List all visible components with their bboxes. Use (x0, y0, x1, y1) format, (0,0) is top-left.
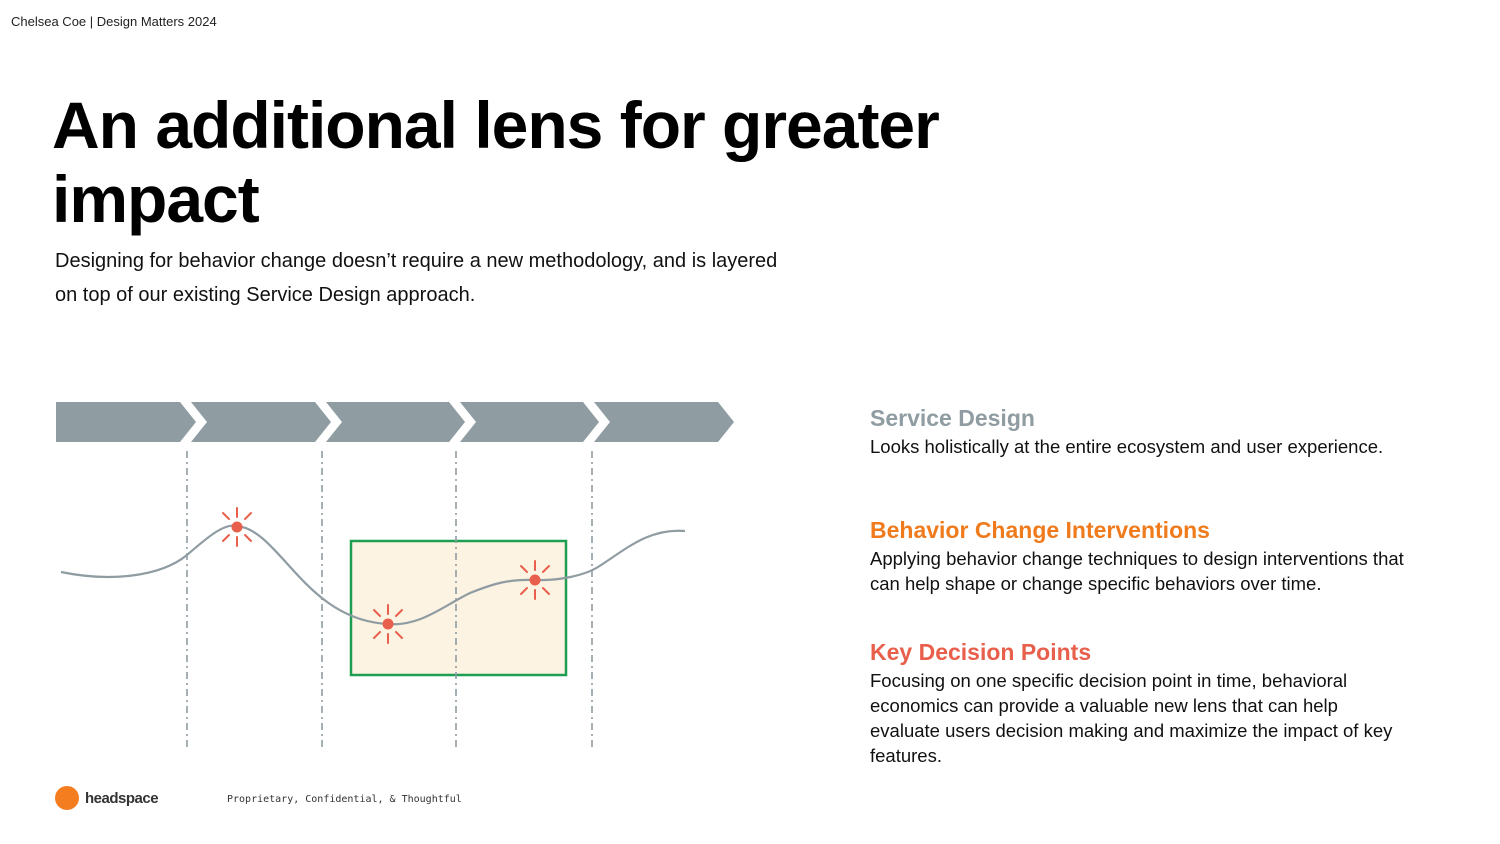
headspace-wordmark: headspace (85, 789, 159, 807)
decision-point-2 (373, 604, 403, 644)
experience-curve (60, 524, 686, 626)
decision-point-1 (222, 507, 252, 547)
legend-heading-key-decision-points: Key Decision Points (870, 639, 1092, 665)
legend-item-behavior-change: Behavior Change Interventions Applying b… (870, 516, 1415, 596)
stage-chevron-3 (326, 402, 465, 442)
stage-chevrons (56, 402, 734, 442)
service-design-diagram (56, 402, 734, 747)
behavior-change-focus-box (349, 539, 568, 677)
decision-point-3 (520, 560, 550, 600)
headspace-logo: headspace (55, 786, 159, 810)
stage-chevron-5 (594, 402, 734, 442)
presenter-credit: Chelsea Coe | Design Matters 2024 (11, 14, 217, 29)
slide-title: An additional lens for greater impact (52, 88, 940, 236)
stage-chevron-1 (56, 402, 196, 442)
headspace-dot-icon (55, 786, 79, 810)
legend-desc-key-decision-points: Focusing on one specific decision point … (870, 670, 1393, 766)
legend-item-key-decision-points: Key Decision Points Focusing on one spec… (870, 638, 1400, 768)
legend-heading-service-design: Service Design (870, 405, 1035, 431)
legend-item-service-design: Service Design Looks holistically at the… (870, 404, 1430, 459)
slide-subtitle: Designing for behavior change doesn’t re… (55, 250, 778, 306)
footer-note: Proprietary, Confidential, & Thoughtful (227, 794, 462, 805)
legend-desc-service-design: Looks holistically at the entire ecosyst… (870, 436, 1384, 457)
stage-chevron-4 (460, 402, 599, 442)
stage-chevron-2 (191, 402, 331, 442)
legend-heading-behavior-change: Behavior Change Interventions (870, 517, 1210, 543)
legend-desc-behavior-change: Applying behavior change techniques to d… (870, 548, 1404, 594)
